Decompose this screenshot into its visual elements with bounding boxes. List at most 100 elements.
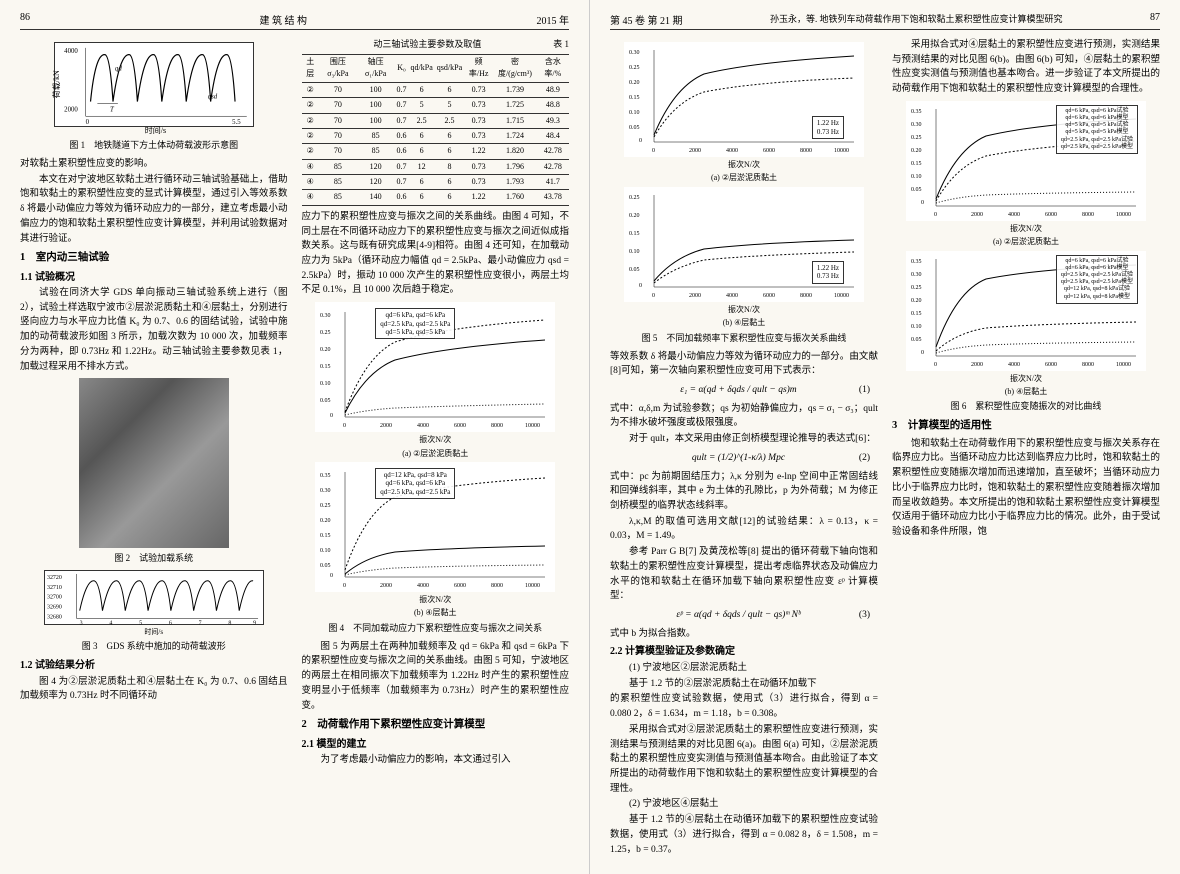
svg-text:0.05: 0.05 — [911, 337, 922, 343]
fig2-photo — [79, 378, 229, 548]
fig5b-chart: 0.250.20 0.150.10 0.050 02000 40006000 8… — [624, 187, 864, 302]
svg-text:2000: 2000 — [64, 106, 78, 113]
r-text-6: 参考 Parr G B[7] 及黄茂松等[8] 提出的循环荷载下轴向饱和软黏土的… — [610, 545, 878, 604]
svg-text:0: 0 — [85, 119, 89, 126]
page-86: 86 建 筑 结 构 2015 年 4000 2000 qd qsd T 0 5… — [0, 0, 590, 874]
text-1: 对软黏土累积塑性应变的影响。 — [20, 157, 288, 172]
svg-text:0.15: 0.15 — [320, 533, 331, 539]
svg-text:0.25: 0.25 — [629, 195, 640, 201]
r-text-c2-2: 采用拟合式对②层淤泥质黏土的累积塑性应变进行预测，实测结果与预测结果的对比见图 … — [610, 723, 878, 797]
svg-text:8000: 8000 — [800, 293, 812, 299]
fig5-caption: 图 5 不同加载频率下累积塑性应变与振次关系曲线 — [610, 332, 878, 346]
svg-text:0.30: 0.30 — [320, 488, 331, 494]
fig3-chart: 32720 32710 32700 32690 32680 3 4 5 6 7 … — [44, 570, 264, 625]
r-text-c2-4: 基于 1.2 节的④层黏土在动循环加载下的累积塑性应变试验数据，使用式（3）进行… — [610, 813, 878, 857]
text-4: 图 4 为②层淤泥质黏土和④层黏土在 K₀ 为 0.7、0.6 固结且加载频率为… — [20, 675, 288, 704]
svg-text:0.15: 0.15 — [911, 311, 922, 317]
fig5a-chart: 0.300.25 0.200.15 0.100.050 02000 400060… — [624, 42, 864, 157]
svg-text:2000: 2000 — [689, 148, 701, 154]
content-left: 4000 2000 qd qsd T 0 5.5 荷载/kN 时间/s 图 1 … — [20, 38, 569, 864]
table-1-title: 动三轴试验主要参数及取值 表 1 — [302, 38, 570, 52]
svg-text:4000: 4000 — [726, 293, 738, 299]
svg-text:2000: 2000 — [689, 293, 701, 299]
sec-1-title: 1 室内动三轴试验 — [20, 250, 288, 266]
svg-text:6000: 6000 — [1045, 362, 1057, 368]
figure-2: 图 2 试验加载系统 — [20, 378, 288, 566]
page-87: 第 45 卷 第 21 期 孙玉永，等. 地铁列车动荷载作用下饱和软黏土累积塑性… — [590, 0, 1180, 874]
svg-text:qsd: qsd — [207, 94, 217, 101]
svg-text:6000: 6000 — [454, 583, 466, 589]
svg-text:0: 0 — [343, 423, 346, 429]
svg-text:0: 0 — [921, 350, 924, 356]
figure-5: 0.300.25 0.200.15 0.100.050 02000 400060… — [610, 42, 878, 346]
r-text-1: 等效系数 δ 将最小动偏应力等效为循环动应力的一部分。由文献[8]可知，第一次轴… — [610, 350, 878, 379]
svg-text:0.35: 0.35 — [320, 473, 331, 479]
svg-text:0.15: 0.15 — [629, 231, 640, 237]
fig2-caption: 图 2 试验加载系统 — [20, 552, 288, 566]
svg-text:0: 0 — [330, 573, 333, 579]
svg-text:0.05: 0.05 — [320, 398, 331, 404]
fig1-caption: 图 1 地铁隧道下方土体动荷载波形示意图 — [20, 139, 288, 153]
r-text-2: 式中：α,δ,m 为试验参数；qs 为初始静偏应力，qs = σ₁ − σ₃；q… — [610, 402, 878, 431]
svg-text:0.10: 0.10 — [911, 174, 922, 180]
svg-text:4000: 4000 — [417, 583, 429, 589]
svg-text:qd: qd — [115, 65, 122, 72]
content-right: 0.30 0.25 0.20 0.15 0.10 0.05 0 0 2000 4000 60… — [610, 38, 1160, 864]
svg-text:32690: 32690 — [47, 605, 62, 611]
svg-text:10000: 10000 — [834, 148, 849, 154]
svg-text:0.10: 0.10 — [629, 110, 640, 116]
svg-text:6000: 6000 — [454, 423, 466, 429]
fig6a-chart: 0.350.30 0.250.20 0.150.10 0.050 02000 4… — [906, 101, 1146, 221]
fig5a-legend: 1.22 Hz 0.73 Hz — [812, 116, 844, 139]
svg-text:8000: 8000 — [1082, 212, 1094, 218]
svg-text:0.10: 0.10 — [911, 324, 922, 330]
svg-text:0.20: 0.20 — [911, 148, 922, 154]
svg-text:0.15: 0.15 — [911, 161, 922, 167]
text-col2-3: 为了考虑最小动偏应力的影响，本文通过引入 — [302, 753, 570, 768]
svg-text:0.25: 0.25 — [911, 285, 922, 291]
r-text-c2-3: (2) 宁波地区④层黏土 — [610, 797, 878, 812]
svg-text:0: 0 — [921, 200, 924, 206]
page-number-r: 87 — [1150, 12, 1160, 27]
svg-text:9: 9 — [253, 621, 256, 626]
svg-text:32700: 32700 — [47, 595, 62, 601]
fig5-xlabel-b: 振次N/次 — [610, 304, 878, 316]
fig6-xlabel-b: 振次N/次 — [892, 373, 1160, 385]
figure-6: 0.350.30 0.250.20 0.150.10 0.050 02000 4… — [892, 101, 1160, 415]
r-text-5: λ,κ,M 的取值可选用文献[12]的试验结果：λ = 0.13，κ = 0.0… — [610, 515, 878, 544]
fig6b-chart: 0.350.30 0.250.20 0.150.10 0.050 02000 4… — [906, 251, 1146, 371]
svg-text:10000: 10000 — [1116, 362, 1131, 368]
svg-text:0.30: 0.30 — [911, 122, 922, 128]
fig4-xlabel-a: 振次N/次 — [302, 434, 570, 446]
svg-text:8000: 8000 — [800, 148, 812, 154]
svg-text:0.30: 0.30 — [629, 50, 640, 56]
svg-text:5: 5 — [139, 621, 142, 626]
svg-text:0.05: 0.05 — [911, 187, 922, 193]
fig6-xlabel-a: 振次N/次 — [892, 223, 1160, 235]
sec-1-2-title: 1.2 试验结果分析 — [20, 658, 288, 674]
text-2: 本文在对宁波地区软黏土进行循环动三轴试验基础上，借助饱和软黏土的累积塑性应变的显… — [20, 173, 288, 247]
r-text-7: 式中 b 为拟合指数。 — [610, 627, 878, 642]
svg-text:0: 0 — [343, 583, 346, 589]
fig5b-sub: (b) ④层黏土 — [610, 317, 878, 329]
svg-text:6000: 6000 — [763, 293, 775, 299]
svg-text:0.30: 0.30 — [320, 313, 331, 319]
svg-text:5.5: 5.5 — [232, 119, 241, 126]
fig4b-legend: qd=12 kPa, qsd=8 kPa qd=6 kPa, qsd=6 kPa… — [375, 468, 455, 499]
svg-text:10000: 10000 — [525, 583, 540, 589]
r-text-c2-1: 的累积塑性应变试验数据，使用式（3）进行拟合，得到 α = 0.080 2，δ … — [610, 692, 878, 721]
fig6a-legend: qd=6 kPa, qsd=6 kPa试验 qd=6 kPa, qsd=6 kP… — [1056, 105, 1138, 154]
figure-4: 0.300.25 0.200.15 0.100.050 02000 400060… — [302, 302, 570, 636]
fig5-xlabel-a: 振次N/次 — [610, 159, 878, 171]
svg-text:6000: 6000 — [763, 148, 775, 154]
svg-text:0: 0 — [934, 212, 937, 218]
svg-text:0.35: 0.35 — [911, 259, 922, 265]
equation-1: ε₁ = α(qd + δqds / qult − qs)m (1) — [618, 383, 870, 398]
svg-text:8000: 8000 — [491, 583, 503, 589]
article-title: 孙玉永，等. 地铁列车动荷载作用下饱和软黏土累积塑性应变计算模型研究 — [770, 12, 1063, 27]
svg-text:6: 6 — [169, 621, 172, 626]
svg-text:0.30: 0.30 — [911, 272, 922, 278]
fig1-ylabel: 荷载/kN — [51, 70, 63, 98]
r-text-c2-5: 采用拟合式对④层黏土的累积塑性应变进行预测，实测结果与预测结果的对比见图 6(b… — [892, 38, 1160, 97]
header-left: 86 建 筑 结 构 2015 年 — [20, 12, 569, 30]
